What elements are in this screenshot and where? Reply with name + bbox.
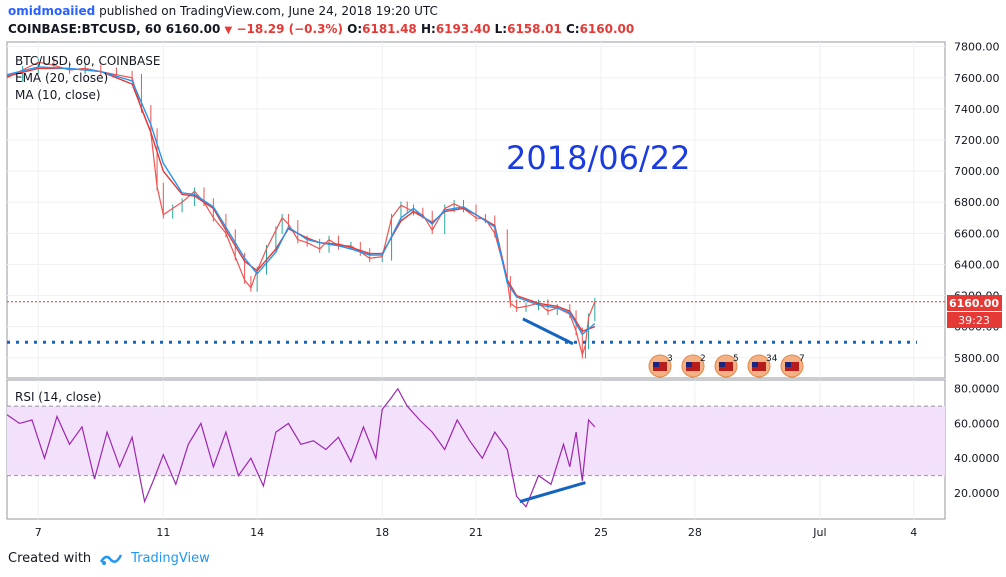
publish-info: omidmoaiied published on TradingView.com… xyxy=(8,4,438,18)
us-flag-icon xyxy=(752,362,766,371)
us-flag-icon xyxy=(653,362,667,371)
open-value: 6181.48 xyxy=(362,22,417,36)
legend-symbol: BTC/USD, 60, COINBASE xyxy=(15,54,160,68)
us-flag-icon xyxy=(719,362,733,371)
time-tick-label: 28 xyxy=(688,526,702,539)
high-value: 6193.40 xyxy=(435,22,491,36)
footer: Created with TradingView xyxy=(8,551,210,566)
us-flag-icon xyxy=(785,362,799,371)
open-label: O: xyxy=(347,22,363,36)
high-label: H: xyxy=(420,22,436,36)
rsi-line xyxy=(6,387,596,508)
timer-badge: 39:23 xyxy=(958,314,990,327)
rsi-band xyxy=(7,406,945,476)
last-price: 6160.00 xyxy=(165,22,221,36)
time-tick-label: 25 xyxy=(594,526,608,539)
us-flag-canton-icon xyxy=(719,362,725,367)
timer-badge-bg xyxy=(947,312,1002,328)
rsi-tick-label: 60.0000 xyxy=(954,417,1000,430)
price-tick-label: 7600.00 xyxy=(954,72,1000,85)
us-flag-canton-icon xyxy=(752,362,758,367)
time-tick-label: 11 xyxy=(156,526,170,539)
rsi-tick-label: 80.0000 xyxy=(954,383,1000,396)
price-tick-label: 7800.00 xyxy=(954,41,1000,54)
rsi-tick-label: 20.0000 xyxy=(954,487,1000,500)
us-flag-canton-icon xyxy=(686,362,692,367)
price-change: −18.29 (−0.3%) xyxy=(236,22,343,36)
price-line xyxy=(6,61,596,357)
price-tick-label: 7000.00 xyxy=(954,165,1000,178)
author-link[interactable]: omidmoaiied xyxy=(8,4,96,18)
legend-rsi: RSI (14, close) xyxy=(15,390,101,404)
time-tick-label: 14 xyxy=(250,526,264,539)
tradingview-logo-icon xyxy=(100,553,123,565)
time-tick-label: 4 xyxy=(910,526,917,539)
event-count: 7 xyxy=(799,354,805,364)
created-with-label: Created with xyxy=(8,551,92,566)
price-tick-label: 7200.00 xyxy=(954,134,1000,147)
time-tick-label: 21 xyxy=(469,526,483,539)
rsi-divergence-line xyxy=(519,481,586,504)
tradingview-brand-link[interactable]: TradingView xyxy=(131,551,210,566)
down-arrow-icon: ▼ xyxy=(224,25,233,36)
us-flag-canton-icon xyxy=(785,362,791,367)
event-count: 3 xyxy=(667,354,673,364)
time-tick-label: Jul xyxy=(812,526,826,539)
legend-ema: EMA (20, close) xyxy=(15,71,108,85)
symbol-name: COINBASE:BTCUSD, 60 xyxy=(8,22,162,36)
legend-ma: MA (10, close) xyxy=(15,88,101,102)
event-count: 34 xyxy=(766,354,778,364)
price-tick-label: 6800.00 xyxy=(954,196,1000,209)
close-label: C: xyxy=(565,22,580,36)
symbol-info: COINBASE:BTCUSD, 60 6160.00 ▼ −18.29 (−0… xyxy=(8,22,634,36)
time-tick-label: 18 xyxy=(375,526,389,539)
us-flag-canton-icon xyxy=(653,362,659,367)
price-tick-label: 5800.00 xyxy=(954,352,1000,365)
price-tick-label: 6400.00 xyxy=(954,258,1000,271)
time-tick-label: 7 xyxy=(35,526,42,539)
ma-line xyxy=(6,66,596,336)
low-value: 6158.01 xyxy=(507,22,562,36)
price-tick-label: 6600.00 xyxy=(954,227,1000,240)
price-badge-bg xyxy=(947,295,1002,311)
price-badge: 6160.00 xyxy=(949,297,999,310)
ema-line xyxy=(6,67,596,333)
event-count: 5 xyxy=(733,354,739,364)
us-flag-icon xyxy=(686,362,700,371)
event-count: 2 xyxy=(700,354,706,364)
low-label: L: xyxy=(494,22,508,36)
publish-text: published on TradingView.com, June 24, 2… xyxy=(95,4,438,18)
close-value: 6160.00 xyxy=(579,22,635,36)
date-annotation: 2018/06/22 xyxy=(506,139,690,177)
price-divergence-line xyxy=(522,317,574,346)
rsi-tick-label: 40.0000 xyxy=(954,452,1000,465)
price-tick-label: 7400.00 xyxy=(954,103,1000,116)
